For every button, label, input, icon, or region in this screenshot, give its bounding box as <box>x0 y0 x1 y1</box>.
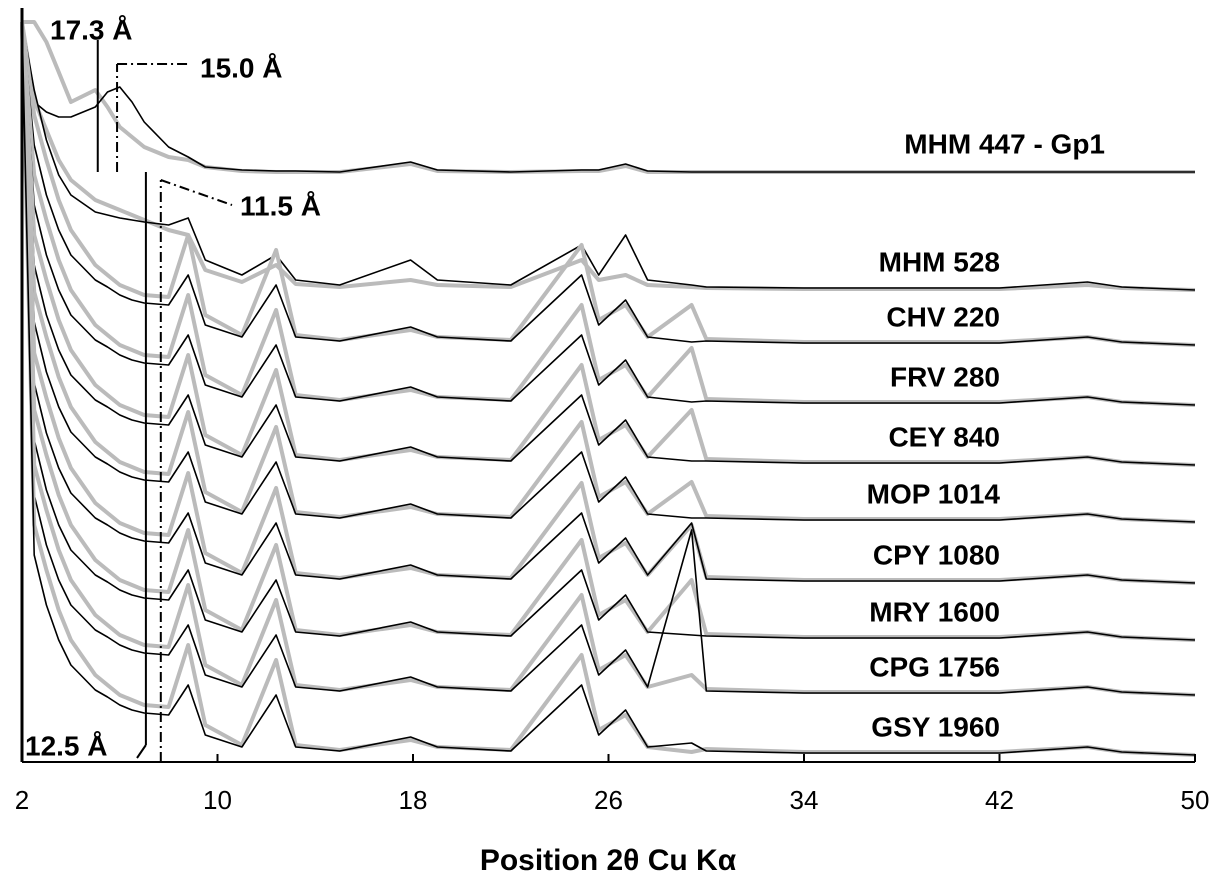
pattern-line <box>20 21 1196 697</box>
pattern-line <box>20 21 1196 407</box>
pattern-line <box>20 21 1196 347</box>
pattern-line <box>20 21 1196 524</box>
annotation-label: 15.0 Å <box>200 52 283 83</box>
pattern-line <box>21 21 1196 466</box>
x-tick-label: 42 <box>985 785 1014 815</box>
pattern-line <box>21 21 1196 291</box>
pattern-line <box>21 21 1196 641</box>
pattern-line <box>21 21 1196 406</box>
pattern-line <box>20 21 1196 757</box>
pattern-line <box>21 21 1196 696</box>
leader-line <box>160 179 233 206</box>
x-tick-label: 2 <box>15 785 29 815</box>
x-tick-label: 18 <box>399 785 428 815</box>
leader-line <box>136 744 147 759</box>
pattern-line <box>21 21 1196 756</box>
pattern-line <box>20 21 1196 585</box>
annotation-label: 17.3 Å <box>50 14 133 45</box>
x-tick-label: 10 <box>203 785 232 815</box>
sample-label: CPY 1080 <box>873 539 1000 570</box>
x-tick-label: 34 <box>790 785 819 815</box>
sample-label: CHV 220 <box>886 301 1000 332</box>
sample-label: CEY 840 <box>888 421 1000 452</box>
pattern-line <box>21 21 1196 523</box>
sample-label: MHM 528 <box>879 246 1000 277</box>
sample-label: CPG 1756 <box>869 651 1000 682</box>
pattern-line <box>20 21 1196 642</box>
pattern-line <box>21 21 1196 346</box>
x-tick-label: 50 <box>1181 785 1210 815</box>
annotation-label: 11.5 Å <box>240 190 321 221</box>
pattern-line <box>20 21 1196 292</box>
sample-label: MOP 1014 <box>867 478 1001 509</box>
pattern-line <box>21 21 1196 584</box>
x-tick-label: 26 <box>594 785 623 815</box>
annotation-label: 12.5 Å <box>25 730 108 761</box>
x-axis-title: Position 2θ Cu Kα <box>480 844 737 877</box>
sample-label: GSY 1960 <box>871 711 1000 742</box>
sample-label: FRV 280 <box>890 361 1000 392</box>
sample-label: MRY 1600 <box>869 596 1000 627</box>
sample-label: MHM 447 - Gp1 <box>904 128 1105 159</box>
pattern-line <box>20 21 1196 467</box>
